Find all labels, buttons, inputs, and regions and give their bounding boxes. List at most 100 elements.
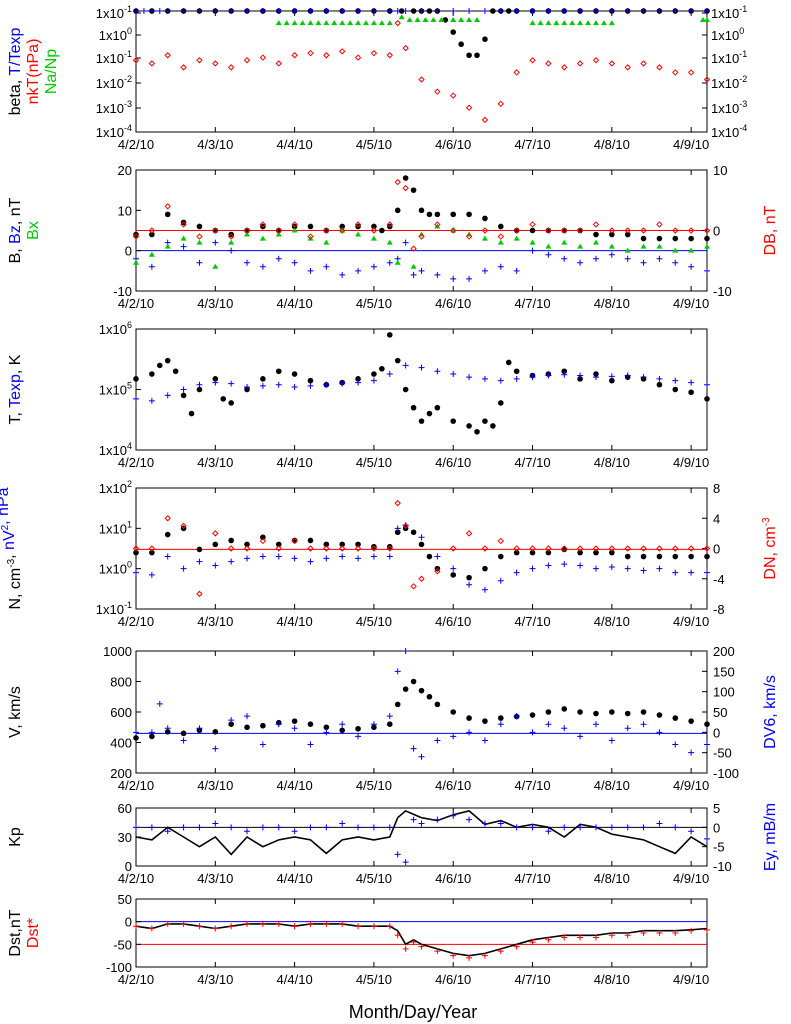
right-tick-label: 10 [713,163,727,178]
right-axis-label: DN, cm-3 [761,517,779,580]
data-point-plus [323,263,330,270]
data-point-plus [156,700,163,707]
data-point-diamond [227,545,235,552]
data-point-triangle [529,239,536,245]
data-point-plus [164,8,171,14]
tick-base: 1x10 [711,125,739,140]
tick-base: 1x10 [96,602,124,617]
x-tick-label: 4/5/10 [356,455,392,470]
data-point-diamond [132,57,140,64]
x-tick-label: 4/6/10 [435,778,471,793]
label-run: T/Texp [7,28,24,76]
data-point-triangle [347,20,354,26]
data-point-dot [228,537,234,544]
right-tick-label: 1x10-1 [711,49,747,66]
data-point-dot [688,235,694,242]
x-tick-label: 4/2/10 [118,972,154,987]
data-point-dot [164,729,171,735]
data-point-dot [529,227,536,234]
data-point-plus [394,668,401,675]
tick-exponent: 4 [127,441,132,451]
data-point-plus [450,8,457,14]
data-point-diamond [132,545,140,552]
data-point-plus [307,382,314,389]
data-point-triangle [466,16,473,22]
data-point-dot [482,418,488,424]
data-point-plus [497,948,504,955]
data-point-plus [497,721,504,728]
label-run: V, km/s [7,686,24,738]
data-point-diamond [386,221,393,228]
data-point-dot [482,718,488,724]
data-point-diamond [386,52,393,59]
data-point-plus [355,8,362,14]
left-tick-label: 1x10-3 [96,99,132,116]
left-tick-label: 1x101 [99,519,132,536]
data-point-dot [307,537,314,544]
data-point-triangle [458,16,465,22]
x-tick-label: 4/8/10 [594,972,630,987]
data-point-triangle [600,20,607,26]
data-point-dot [228,721,234,727]
x-tick-label: 4/6/10 [435,137,471,152]
series-1 [133,812,710,866]
tick-base: 1x10 [99,322,127,337]
data-point-diamond [370,227,378,234]
x-tick-label: 4/2/10 [118,871,154,886]
data-point-plus [688,569,695,576]
data-point-diamond [465,233,473,240]
data-point-plus [640,721,647,728]
data-point-dot [402,686,409,692]
data-point-plus [672,741,679,748]
data-point-dot [609,709,615,715]
series-line [135,809,708,856]
data-point-dot [339,223,345,230]
data-point-triangle [394,259,401,265]
tick-exponent: -2 [739,74,747,84]
tick-base: 1x10 [711,28,739,43]
label-run: nkT(nPa) [25,39,42,105]
label-run: DV6, km/s [762,675,779,749]
data-point-plus [434,8,441,14]
plot-frame [135,487,708,610]
data-point-plus [466,374,473,381]
data-point-plus [688,263,695,270]
data-point-dot [577,549,583,556]
data-point-dot [672,553,679,560]
data-point-dot [323,541,330,548]
left-tick-label: 800 [110,675,132,690]
data-point-diamond [323,545,330,552]
data-point-diamond [410,583,417,590]
data-point-dot [640,709,647,715]
data-point-dot [394,357,401,364]
series-2 [132,499,711,598]
right-tick-label: 5 [713,801,720,816]
data-point-plus [402,945,409,952]
data-point-diamond [291,52,298,59]
data-point-dot [156,362,163,369]
series-3 [132,178,711,252]
data-point-dot [577,376,583,382]
data-point-dot [133,376,139,382]
data-point-plus [133,923,139,930]
x-tick-label: 4/2/10 [118,455,154,470]
data-point-triangle [513,235,520,241]
x-tick-label: 4/8/10 [594,614,630,629]
data-point-plus [148,824,155,831]
data-point-diamond [307,233,314,240]
right-tick-label: -4 [713,572,725,587]
data-point-plus [323,8,330,14]
right-tick-label: -10 [713,859,732,874]
data-point-plus [164,725,171,732]
label-run: , K [7,354,24,374]
data-point-dot [593,710,599,717]
data-point-triangle [386,20,393,26]
data-point-diamond [434,221,441,228]
series-0 [133,525,710,581]
data-point-plus [148,8,155,14]
data-point-plus [164,392,171,399]
data-point-plus [640,374,647,381]
data-point-diamond [259,221,267,228]
data-point-plus [481,375,488,382]
label-run: Dst,nT [7,909,24,956]
